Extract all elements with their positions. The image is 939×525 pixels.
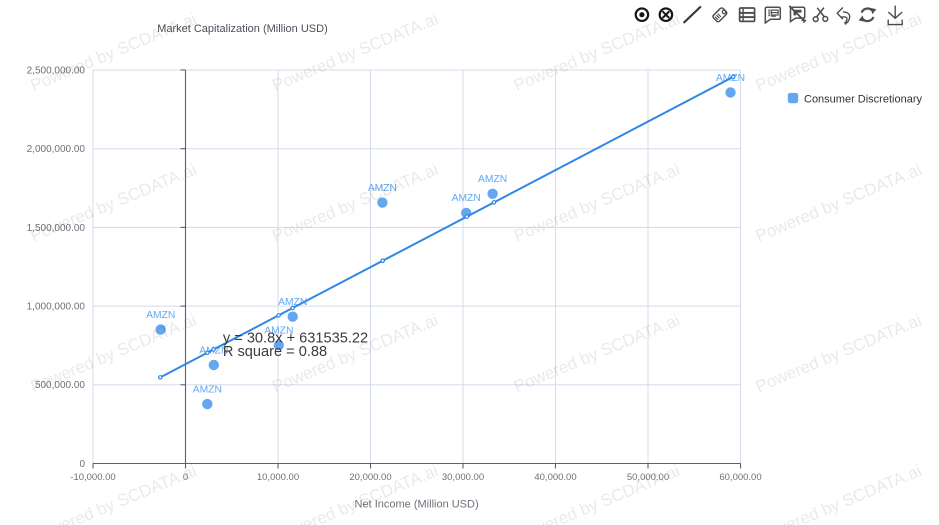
svg-text:AMZN: AMZN [478,174,507,185]
svg-text:40,000.00: 40,000.00 [534,472,576,483]
svg-text:Market Capitalization (Million: Market Capitalization (Million USD) [157,23,328,35]
svg-text:Powered by SCDATA.ai: Powered by SCDATA.ai [753,160,924,246]
svg-text:Powered by SCDATA.ai: Powered by SCDATA.ai [511,9,682,95]
svg-text:Powered by SCDATA.ai: Powered by SCDATA.ai [269,461,440,525]
svg-text:AMZN: AMZN [193,384,222,395]
svg-text:AMZN: AMZN [146,310,175,321]
svg-text:Powered by SCDATA.ai: Powered by SCDATA.ai [269,160,440,246]
svg-text:2,500,000.00: 2,500,000.00 [27,65,86,76]
svg-text:Powered by SCDATA.ai: Powered by SCDATA.ai [753,9,924,95]
svg-text:AMZN: AMZN [278,297,307,308]
svg-text:Consumer Discretionary: Consumer Discretionary [804,94,922,106]
svg-text:1,000,000.00: 1,000,000.00 [27,302,86,313]
svg-text:2,000,000.00: 2,000,000.00 [27,144,86,155]
svg-text:Powered by SCDATA.ai: Powered by SCDATA.ai [511,310,682,396]
svg-text:30,000.00: 30,000.00 [442,472,484,483]
svg-text:Powered by SCDATA.ai: Powered by SCDATA.ai [753,310,924,396]
svg-text:10,000.00: 10,000.00 [257,472,299,483]
svg-text:20,000.00: 20,000.00 [349,472,391,483]
svg-text:1,500,000.00: 1,500,000.00 [27,223,86,234]
svg-text:y = 30.8x + 631535.22: y = 30.8x + 631535.22 [223,330,368,346]
svg-text:0: 0 [79,459,85,470]
svg-text:Powered by SCDATA.ai: Powered by SCDATA.ai [28,9,199,95]
svg-text:R square = 0.88: R square = 0.88 [223,344,327,360]
svg-text:AMZN: AMZN [368,183,397,194]
svg-text:Net Income (Million USD): Net Income (Million USD) [355,499,479,511]
svg-text:500,000.00: 500,000.00 [35,380,85,391]
svg-text:AMZN: AMZN [452,193,481,204]
svg-text:Powered by SCDATA.ai: Powered by SCDATA.ai [511,461,682,525]
svg-text:60,000.00: 60,000.00 [719,472,761,483]
svg-text:AMZN: AMZN [264,326,293,337]
svg-text:0: 0 [183,472,188,483]
svg-text:Powered by SCDATA.ai: Powered by SCDATA.ai [28,461,199,525]
svg-text:Powered by SCDATA.ai: Powered by SCDATA.ai [753,461,924,525]
svg-text:50,000.00: 50,000.00 [627,472,669,483]
svg-text:Powered by SCDATA.ai: Powered by SCDATA.ai [28,160,199,246]
svg-text:Powered by SCDATA.ai: Powered by SCDATA.ai [28,310,199,396]
svg-text:-10,000.00: -10,000.00 [70,472,115,483]
svg-text:Powered by SCDATA.ai: Powered by SCDATA.ai [511,160,682,246]
